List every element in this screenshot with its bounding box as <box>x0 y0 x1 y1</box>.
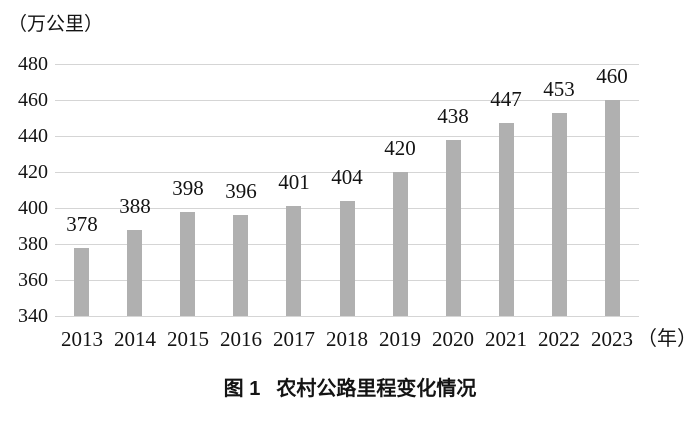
y-axis-tick-label: 400 <box>18 197 48 219</box>
bar-value-label: 460 <box>596 64 628 88</box>
bar-value-label: 404 <box>331 165 363 189</box>
gridline <box>55 172 639 173</box>
bar-2023 <box>605 100 620 316</box>
gridline <box>55 316 639 317</box>
x-axis-tick-label: 2014 <box>114 327 156 351</box>
bar-value-label: 388 <box>119 194 151 218</box>
y-axis-unit-label: （万公里） <box>8 14 104 35</box>
y-axis-tick-label: 360 <box>18 269 48 291</box>
y-axis-tick-label: 480 <box>18 53 48 75</box>
y-axis-tick-label: 460 <box>18 89 48 111</box>
y-axis-tick-label: 420 <box>18 161 48 183</box>
bar-value-label: 398 <box>172 176 204 200</box>
x-axis-tick-label: 2015 <box>167 327 209 351</box>
bar-value-label: 378 <box>66 212 98 236</box>
y-axis-tick-label: 380 <box>18 233 48 255</box>
bar-value-label: 401 <box>278 170 310 194</box>
bar-2019 <box>393 172 408 316</box>
bar-value-label: 396 <box>225 179 257 203</box>
x-axis-tick-label: 2018 <box>326 327 368 351</box>
bar-2018 <box>340 201 355 316</box>
x-axis-tick-label: 2021 <box>485 327 527 351</box>
bar-2020 <box>446 140 461 316</box>
gridline <box>55 100 639 101</box>
bar-2014 <box>127 230 142 316</box>
y-axis-tick-label: 340 <box>18 305 48 327</box>
x-axis-tick-label: 2016 <box>220 327 262 351</box>
gridline <box>55 136 639 137</box>
x-axis-unit-label: （年） <box>637 328 697 350</box>
gridline <box>55 64 639 65</box>
bar-2022 <box>552 113 567 316</box>
bar-2013 <box>74 248 89 316</box>
bar-value-label: 447 <box>490 87 522 111</box>
x-axis-tick-label: 2019 <box>379 327 421 351</box>
bar-value-label: 438 <box>437 104 469 128</box>
x-axis-tick-label: 2017 <box>273 327 315 351</box>
bar-2015 <box>180 212 195 316</box>
bar-value-label: 420 <box>384 136 416 160</box>
x-axis-tick-label: 2022 <box>538 327 580 351</box>
bar-2016 <box>233 215 248 316</box>
x-axis-tick-label: 2020 <box>432 327 474 351</box>
figure-number: 图 1 <box>223 378 261 400</box>
x-axis-tick-label: 2023 <box>591 327 633 351</box>
y-axis-tick-label: 440 <box>18 125 48 147</box>
bar-value-label: 453 <box>543 77 575 101</box>
figure-title: 农村公路里程变化情况 <box>276 378 477 400</box>
x-axis-tick-label: 2013 <box>61 327 103 351</box>
bar-2021 <box>499 123 514 316</box>
figure-caption: 图 1 农村公路里程变化情况 <box>0 377 700 401</box>
bar-2017 <box>286 206 301 316</box>
